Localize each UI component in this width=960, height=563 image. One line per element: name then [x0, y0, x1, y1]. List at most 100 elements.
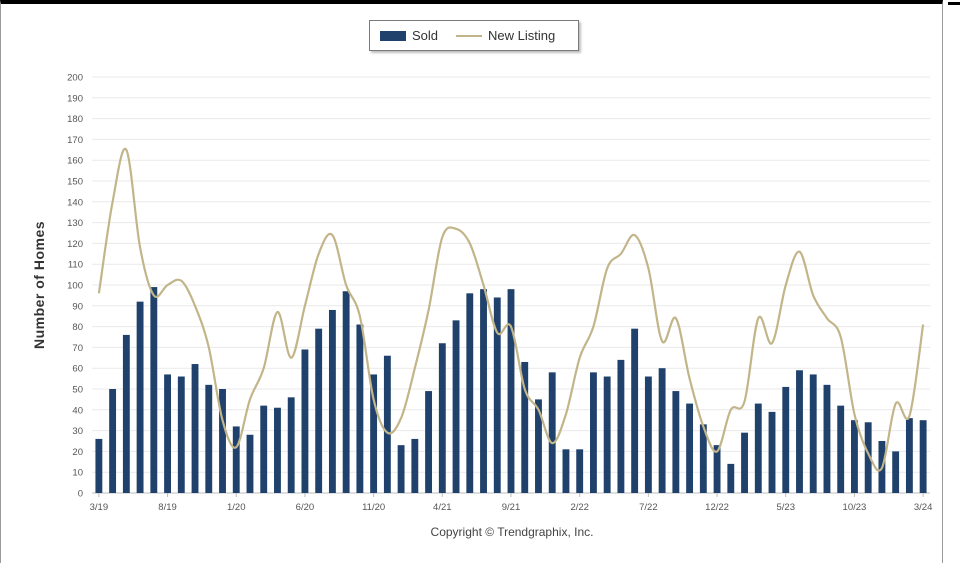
y-tick-label: 100 — [67, 281, 83, 292]
y-tick-label: 80 — [72, 322, 83, 333]
sold-legend-swatch — [380, 30, 406, 41]
sold-bar — [274, 407, 281, 493]
sold-bar — [287, 397, 295, 493]
sold-bar — [562, 449, 570, 493]
sold-bar — [95, 438, 103, 493]
y-tick-label: 180 — [67, 114, 83, 125]
sold-bar — [644, 376, 652, 493]
new-listing-line — [97, 147, 925, 472]
sold-bar — [658, 368, 666, 493]
sold-bar — [150, 287, 158, 493]
sold-bar — [796, 370, 803, 493]
sold-bar — [672, 391, 680, 493]
sold-bar — [370, 374, 378, 493]
sold-bar — [480, 289, 487, 493]
sold-bar — [246, 434, 254, 493]
sold-bar — [837, 405, 845, 493]
y-tick-label: 120 — [67, 239, 83, 250]
sold-bar — [754, 403, 762, 493]
sold-legend-label: Sold — [412, 28, 439, 43]
sold-bar — [315, 328, 323, 493]
sold-bar — [493, 297, 501, 493]
sold-bar — [617, 359, 625, 493]
y-tick-label: 70 — [72, 343, 83, 354]
new-listing-legend-label: New Listing — [488, 28, 556, 43]
sold-bar — [452, 320, 460, 493]
sold-bar — [328, 309, 336, 493]
sold-bar — [411, 438, 419, 493]
sold-bar — [699, 424, 707, 493]
sold-bar — [892, 451, 900, 493]
y-tick-label: 170 — [67, 135, 83, 146]
y-tick-label: 160 — [67, 156, 83, 167]
new-listing-line-path — [97, 147, 925, 472]
sold-bar — [260, 405, 268, 493]
sold-bar — [576, 449, 584, 493]
y-tick-label: 60 — [72, 364, 83, 375]
x-tick-label: 1/20 — [227, 502, 246, 513]
sold-bar — [397, 445, 405, 493]
x-tick-label: 8/19 — [158, 502, 177, 513]
sold-bar — [301, 349, 309, 493]
new-listing-legend-swatch — [456, 34, 483, 37]
y-tick-label: 190 — [67, 93, 83, 104]
sold-bar — [507, 289, 515, 493]
y-tick-label: 50 — [72, 385, 83, 396]
y-axis-label: Number of Homes — [31, 220, 47, 350]
sold-bar — [823, 384, 831, 493]
sold-bar — [205, 384, 213, 493]
sold-bar — [356, 324, 364, 493]
sold-bar — [905, 418, 913, 493]
sold-bar — [713, 445, 721, 493]
sold-bar — [232, 426, 240, 493]
y-tick-label: 0 — [78, 489, 83, 500]
y-tick-label: 200 — [67, 73, 83, 84]
x-tick-label: 12/22 — [705, 502, 729, 513]
sold-bar — [109, 389, 117, 493]
x-tick-label: 3/19 — [90, 502, 109, 513]
y-tick-label: 20 — [72, 447, 83, 458]
x-tick-label: 7/22 — [639, 502, 658, 513]
sold-bar — [589, 372, 597, 493]
sold-bar — [727, 463, 735, 493]
sold-bar — [521, 361, 529, 493]
x-tick-label: 6/20 — [296, 502, 315, 513]
x-tick-label: 11/20 — [362, 502, 385, 513]
sold-bar — [191, 364, 199, 493]
sold-bar — [466, 293, 474, 493]
sold-bar — [809, 374, 817, 493]
x-tick-label: 4/21 — [433, 502, 452, 513]
corner-mark — [948, 2, 960, 5]
sold-bar — [919, 420, 927, 493]
sold-bar — [122, 334, 130, 493]
sold-bar — [535, 399, 542, 493]
y-tick-label: 150 — [67, 177, 83, 188]
sold-bar — [631, 328, 639, 493]
x-tick-label: 9/21 — [502, 502, 521, 513]
sold-bar — [864, 422, 872, 493]
y-tick-label: 40 — [72, 405, 83, 416]
sold-bar — [164, 374, 171, 493]
y-tick-label: 110 — [68, 260, 83, 271]
sold-bar — [851, 420, 858, 493]
sold-bar — [782, 386, 790, 493]
y-axis-ticks: 0 10 20 30 40 50 60 70 80 90 100 110 120 130 140 150 160… — [67, 73, 83, 500]
y-tick-label: 10 — [72, 468, 83, 479]
sold-bar — [342, 291, 350, 493]
x-tick-label: 3/24 — [914, 502, 933, 513]
y-tick-label: 140 — [67, 197, 83, 208]
x-tick-label: 5/23 — [777, 502, 796, 513]
sold-bar — [219, 389, 226, 493]
x-axis-ticks: 3/19 8/19 1/20 6/20 11/20 4/21 9/21 2/22 7/22 12/… — [90, 493, 933, 513]
legend: Sold New Listing — [369, 20, 579, 51]
sold-bar — [741, 432, 748, 493]
sold-bar — [686, 403, 694, 493]
copyright-text: Copyright © Trendgraphix, Inc. — [430, 525, 594, 539]
y-tick-label: 30 — [72, 426, 83, 437]
sold-bar — [177, 376, 185, 493]
sold-bar — [438, 343, 446, 493]
sold-bars — [95, 287, 927, 493]
x-tick-label: 10/23 — [843, 502, 867, 513]
x-tick-label: 2/22 — [570, 502, 589, 513]
